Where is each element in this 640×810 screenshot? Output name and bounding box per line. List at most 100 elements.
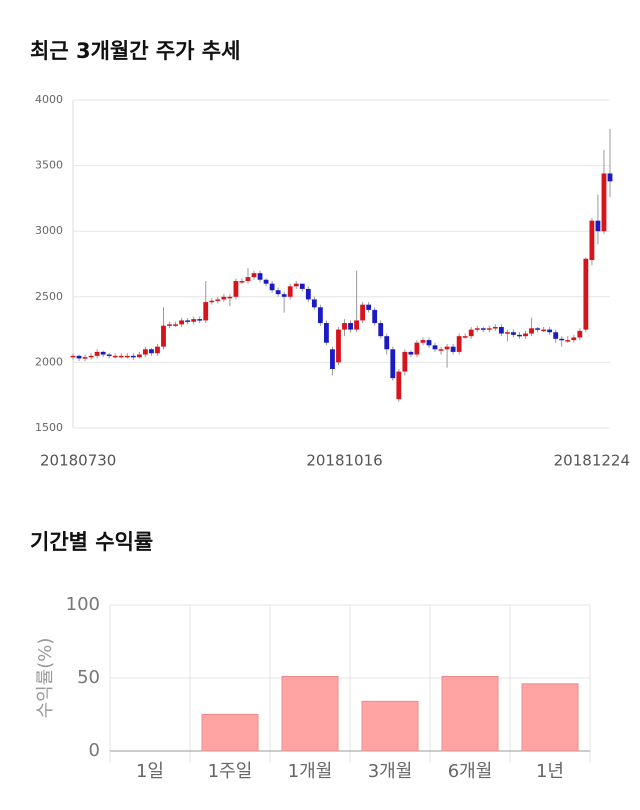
candle-body [173, 324, 178, 326]
candle-body [372, 309, 378, 324]
candle-body [155, 346, 160, 354]
y-tick-label: 4000 [35, 93, 63, 106]
candle-body [179, 320, 185, 325]
candle-body [384, 336, 390, 350]
x-tick-label: 3개월 [368, 761, 413, 782]
candle-body [565, 340, 571, 342]
candle-body [191, 319, 197, 322]
candle-body [547, 329, 553, 333]
candle-body [396, 371, 402, 400]
candle-body [251, 273, 257, 278]
candle-body [239, 281, 245, 283]
candle-body [269, 283, 275, 291]
candle-body [305, 288, 311, 300]
candle-body [360, 304, 366, 321]
x-tick-label: 1주일 [208, 761, 253, 782]
y-axis-label: 수익률(%) [35, 638, 56, 719]
candle-body [589, 220, 595, 261]
candle-body [197, 319, 203, 321]
bar [201, 714, 259, 752]
candle-body [354, 320, 359, 330]
y-tick-label: 3000 [35, 224, 63, 237]
candle-body [348, 323, 353, 330]
candle-body [529, 328, 534, 334]
candle-body [106, 354, 112, 357]
candle-body [275, 290, 281, 295]
candle-body [414, 342, 420, 355]
candle-body [70, 355, 76, 358]
candle-body [112, 355, 118, 358]
candle-body [607, 173, 613, 182]
chart-title: 기간별 수익률 [30, 530, 153, 554]
candle-body [444, 346, 450, 350]
candle-body [438, 349, 444, 351]
candle-body [118, 355, 124, 358]
x-tick-label: 6개월 [448, 761, 493, 782]
candle-body [595, 220, 601, 232]
candle-body [480, 328, 486, 330]
candle-body [324, 323, 329, 343]
candle-body [124, 355, 130, 358]
candle-body [136, 354, 142, 358]
candle-body [94, 351, 100, 356]
candle-body [426, 340, 432, 346]
candle-body [541, 329, 547, 332]
candle-body [317, 307, 323, 324]
candle-body [336, 329, 341, 363]
y-tick-label: 2000 [35, 355, 63, 368]
candle-body [203, 302, 209, 321]
candle-body [511, 332, 516, 335]
x-tick-label: 20181224 [554, 452, 630, 470]
y-tick-label: 50 [77, 667, 100, 688]
y-tick-label: 2500 [35, 290, 63, 303]
candle-body [505, 332, 510, 334]
candle-body [462, 336, 468, 338]
candle-body [142, 349, 148, 355]
candle-body [287, 286, 293, 297]
candle-body [583, 258, 589, 330]
chart-title: 최근 3개월간 주가 추세 [30, 39, 240, 63]
candle-body [553, 332, 559, 339]
candle-body [130, 355, 136, 358]
candle-body [233, 281, 239, 297]
candle-body [76, 355, 82, 359]
candle-body [88, 355, 94, 358]
y-tick-label: 100 [66, 594, 100, 615]
candle-body [571, 337, 577, 341]
candle-body [263, 279, 269, 284]
x-tick-label: 20181016 [306, 452, 382, 470]
candle-body [299, 283, 305, 289]
candle-body [474, 328, 480, 330]
candle-body [517, 334, 522, 337]
candle-body [185, 320, 191, 322]
candle-body [486, 328, 492, 330]
candle-body [281, 294, 287, 297]
y-tick-label: 0 [89, 740, 100, 761]
candle-body [577, 330, 583, 338]
bar [521, 683, 579, 752]
candle-body [492, 326, 498, 329]
x-tick-label: 1개월 [288, 761, 333, 782]
candle-body [227, 296, 233, 299]
candle-body [366, 304, 372, 310]
candle-body [450, 346, 456, 352]
candle-body [221, 296, 227, 300]
candle-body [209, 300, 215, 303]
candle-body [601, 173, 607, 232]
candle-body [432, 345, 438, 350]
candle-body [149, 349, 154, 354]
candle-body [535, 328, 541, 330]
x-tick-label: 20180730 [40, 452, 116, 470]
candle-body [215, 299, 221, 301]
candle-body [100, 351, 106, 355]
candle-body [378, 323, 384, 337]
candle-body [456, 336, 462, 352]
candle-body [342, 323, 347, 330]
candle-body [420, 340, 426, 343]
candle-body [523, 333, 528, 337]
y-tick-label: 1500 [35, 421, 63, 434]
candle-body [498, 326, 504, 334]
candle-body [402, 351, 408, 372]
candle-body [390, 349, 396, 379]
